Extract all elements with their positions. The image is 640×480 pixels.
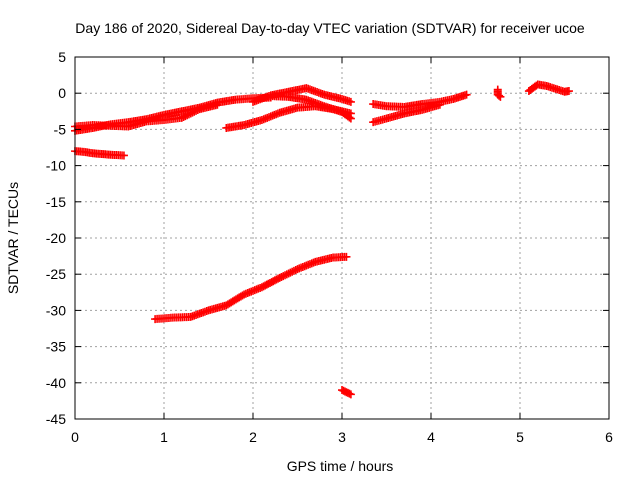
y-tick-label: -20: [46, 230, 66, 246]
grid: [75, 57, 609, 419]
y-tick-label: -40: [46, 375, 66, 391]
y-tick-label: 0: [58, 85, 66, 101]
data-point: [213, 100, 222, 109]
series-seg-d: [222, 102, 355, 132]
x-tick-label: 0: [71, 429, 79, 445]
series-seg-b: [249, 84, 355, 106]
data-point: [435, 100, 444, 109]
axis-ticks: 0 1 2 3 4 5 6 5 0 -5 -10 -15 -20 -25 -30 -35 -40 -45: [46, 49, 613, 445]
data-point: [289, 266, 298, 275]
y-tick-label: -30: [46, 302, 66, 318]
data-point: [279, 272, 288, 281]
data-points: [71, 80, 573, 399]
data-point: [188, 108, 197, 117]
x-tick-label: 4: [427, 429, 435, 445]
series-seg-h-lower: [369, 100, 444, 127]
data-point: [119, 151, 128, 160]
y-tick-label: 5: [58, 49, 66, 65]
data-point: [342, 252, 351, 261]
data-point: [284, 269, 293, 278]
data-point: [462, 90, 471, 99]
y-tick-label: -25: [46, 266, 66, 282]
data-point: [184, 110, 193, 119]
y-tick-label: -35: [46, 339, 66, 355]
data-point: [495, 91, 504, 100]
data-point: [277, 272, 286, 281]
data-point: [346, 109, 355, 118]
data-point: [288, 267, 297, 276]
series-seg-e: [71, 147, 128, 160]
data-point: [183, 111, 192, 120]
data-point: [275, 273, 284, 282]
x-tick-label: 6: [605, 429, 613, 445]
data-point: [346, 97, 355, 106]
y-tick-label: -5: [54, 121, 67, 137]
chart-title: Day 186 of 2020, Sidereal Day-to-day VTE…: [75, 20, 585, 36]
y-tick-label: -15: [46, 194, 66, 210]
data-point: [564, 87, 573, 96]
y-axis-label: SDTVAR / TECUs: [5, 182, 21, 294]
y-tick-label: -45: [46, 411, 66, 427]
series-seg-f: [151, 252, 351, 324]
data-point: [281, 271, 290, 280]
x-tick-label: 3: [338, 429, 346, 445]
data-point: [282, 270, 291, 279]
data-point: [496, 92, 505, 101]
data-point: [186, 109, 195, 118]
series-seg-j: [524, 80, 573, 96]
data-point: [192, 106, 201, 115]
x-tick-label: 2: [249, 429, 257, 445]
data-point: [193, 105, 202, 114]
data-point: [346, 390, 355, 399]
y-tick-label: -10: [46, 158, 66, 174]
series-seg-g: [338, 386, 355, 399]
series-seg-i: [493, 85, 505, 101]
x-tick-label: 5: [516, 429, 524, 445]
data-point: [190, 107, 199, 116]
x-axis-label: GPS time / hours: [287, 458, 394, 474]
data-point: [179, 112, 188, 121]
series-seg-a-lower: [71, 100, 222, 131]
data-point: [286, 268, 295, 277]
data-point: [181, 112, 190, 121]
data-point: [291, 266, 300, 275]
x-tick-label: 1: [160, 429, 168, 445]
data-point: [177, 113, 186, 122]
